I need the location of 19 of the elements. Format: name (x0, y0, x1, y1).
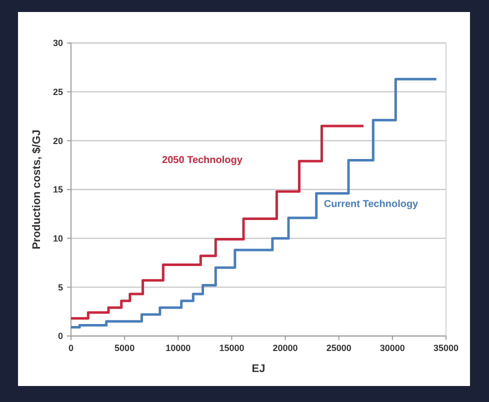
y-tick-label: 10 (52, 233, 63, 244)
y-tick-label: 30 (52, 38, 63, 48)
series-label: Current Technology (324, 199, 419, 210)
x-tick-label: 30000 (380, 343, 405, 353)
y-tick-label: 5 (58, 282, 63, 292)
y-tick-label: 15 (52, 184, 63, 195)
x-tick-label: 0 (68, 343, 74, 353)
y-tick-label: 0 (58, 331, 63, 342)
y-tick-label: 20 (52, 136, 63, 146)
x-tick-label: 20000 (272, 343, 298, 353)
text: 2050 Technology (162, 155, 243, 166)
y-axis-title: Production costs, $/GJ (31, 130, 43, 250)
x-tick-label: 10000 (166, 343, 191, 353)
x-axis-title: EJ (252, 363, 266, 375)
x-tick-label: 15000 (219, 343, 244, 353)
x-tick-label: 35000 (433, 343, 459, 353)
y-tick-label: 25 (52, 86, 63, 97)
x-tick-label: 25000 (326, 343, 352, 353)
x-tick-label: 5000 (114, 343, 135, 353)
